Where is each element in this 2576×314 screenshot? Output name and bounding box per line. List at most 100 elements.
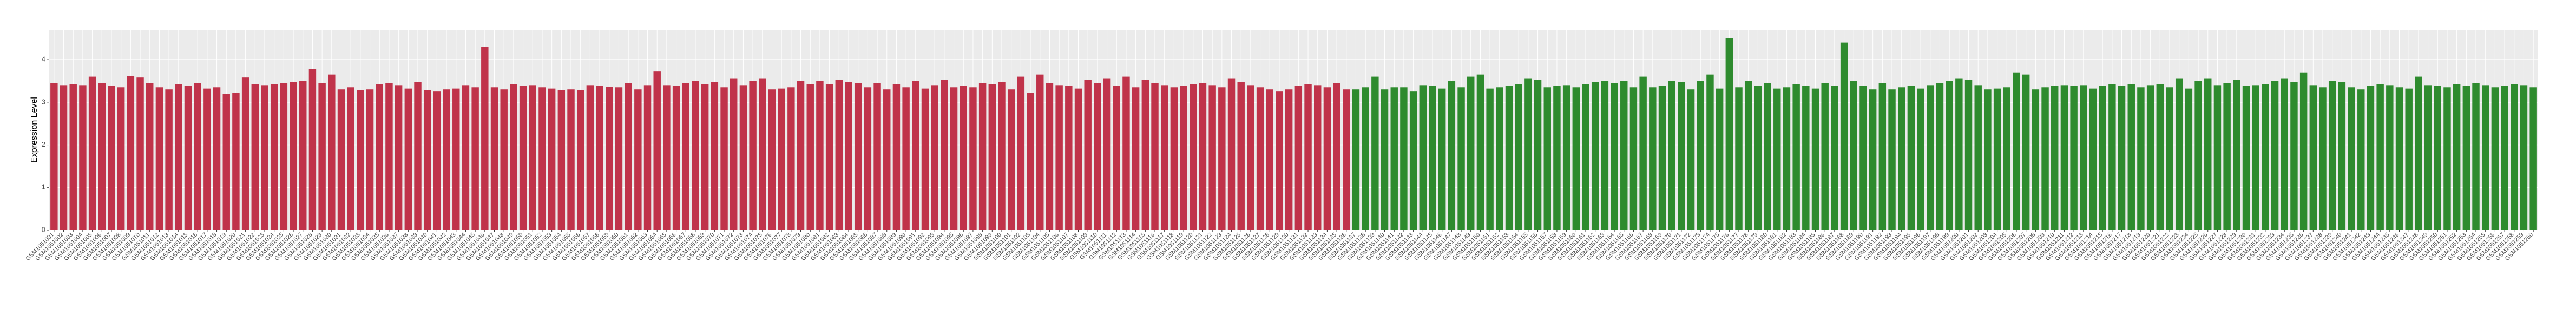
bar [2491,87,2499,230]
bar [2194,81,2202,230]
bar [1160,85,1168,230]
bar [2060,85,2068,230]
bar [653,71,661,231]
bar [1457,87,1465,230]
bar [1639,76,1647,230]
bar [1505,86,1513,230]
bar [241,77,249,230]
bar [557,90,566,230]
bar [1237,82,1245,231]
bar [969,87,977,230]
bar [510,84,517,230]
bar [1649,87,1657,230]
bar [1247,85,1254,230]
bar [567,89,575,230]
bar [443,89,450,230]
bar [2281,78,2288,230]
bar [2051,86,2059,230]
bar [1486,88,1494,230]
bar [471,87,479,230]
bar [1496,87,1503,230]
bar [117,87,125,230]
bar [1218,87,1226,230]
bar [1362,87,1369,230]
bar [2299,72,2308,231]
bar [1888,89,1896,230]
bar [672,86,680,230]
bar [165,89,173,230]
bar [2481,85,2489,230]
bar [481,47,489,230]
bar [2443,87,2451,230]
bar [1927,85,1934,230]
bar [873,83,881,231]
bar [1438,88,1446,230]
bar [912,81,919,230]
bar [2319,87,2327,230]
bar [280,83,288,231]
bar [261,85,268,230]
bar [414,82,422,231]
bar [395,85,403,230]
bar [2501,86,2508,230]
bar [1113,86,1120,230]
bar [500,89,508,230]
bar [682,83,690,231]
bar [1792,84,1800,230]
bar [2511,84,2518,230]
bar [290,82,297,231]
bar [768,89,776,230]
bar [1132,87,1140,230]
bar [1515,84,1522,230]
bar [1065,86,1073,230]
bar [1706,74,1714,230]
bar [988,84,996,230]
bar [127,76,135,230]
bar [692,81,699,230]
bar [2462,86,2470,230]
bar [184,86,192,230]
bar [2127,84,2135,230]
bar [778,88,785,230]
bar [2242,86,2250,230]
bar [1409,91,1417,230]
bar [1122,76,1130,230]
bar [643,85,652,230]
bar [2348,87,2355,230]
bar [1046,83,1054,231]
bar [1964,80,1973,230]
bar [69,84,77,230]
bar [1936,83,1944,231]
bar [1256,87,1264,230]
bar [194,83,201,231]
y-tick-label: 1 [42,183,45,191]
bar [2003,87,2011,230]
bar [2089,88,2097,230]
y-tick-label: 4 [42,55,45,63]
bar [1313,85,1322,230]
bar [1678,82,1685,231]
bar [1611,83,1618,231]
bar [2453,84,2461,230]
bar [2367,86,2375,230]
bar [1840,42,1848,231]
bar [825,84,833,230]
bar [232,93,240,230]
bar [2395,87,2403,230]
bar [308,69,317,230]
bar [366,89,374,230]
bar [1850,81,1857,230]
bar [2529,87,2537,230]
bar [1974,85,1982,230]
bar [98,83,106,231]
bar [1869,89,1877,230]
bar [998,82,1006,231]
bar [1285,89,1293,230]
bar [155,87,163,230]
bar [328,74,336,230]
bar [1917,88,1924,230]
bar [1946,81,1953,230]
bar [1333,83,1340,231]
bar [146,83,154,231]
